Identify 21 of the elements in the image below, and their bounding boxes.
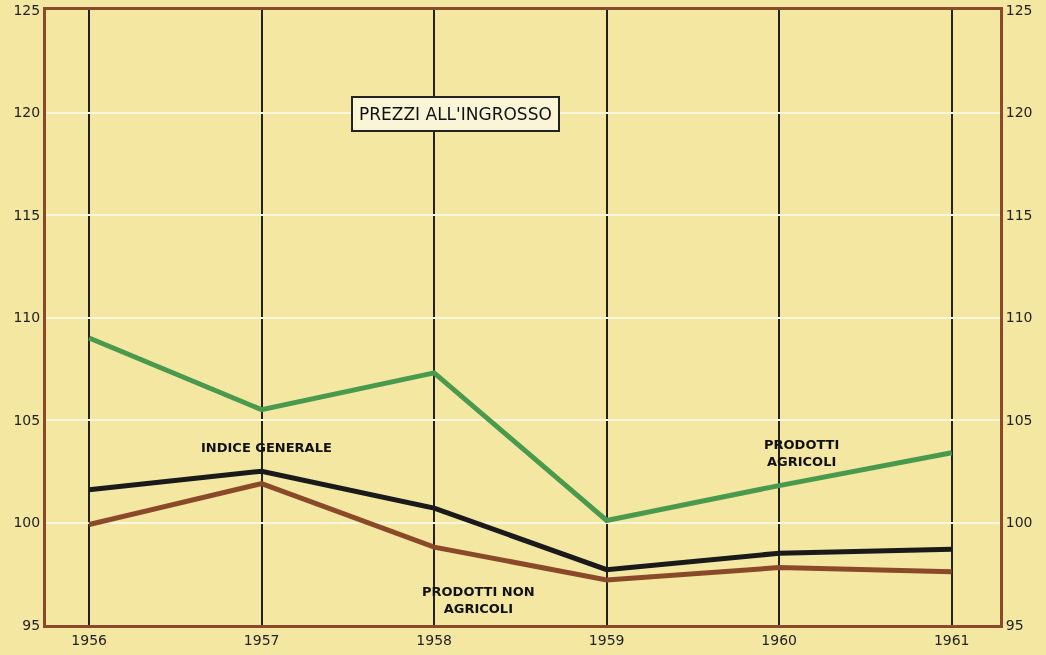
x-tick-label: 1959 — [588, 631, 625, 648]
x-tick-label: 1957 — [243, 631, 280, 648]
text: PREZZI ALL'INGROSSO — [359, 104, 552, 124]
y-tick-label: 110 — [13, 309, 41, 326]
y2-tick-label: 95 — [1005, 616, 1024, 633]
y2-tick-label: 110 — [1005, 309, 1033, 326]
x-tick-label: 1961 — [933, 631, 970, 648]
x-tick-label: 1960 — [761, 631, 797, 648]
y2-tick-label: 105 — [1005, 411, 1033, 428]
y2-tick-label: 100 — [1005, 514, 1033, 531]
y-tick-label: 105 — [13, 411, 41, 428]
y2-tick-label: 115 — [1005, 206, 1033, 223]
y-tick-label: 115 — [13, 206, 41, 223]
y2-tick-label: 120 — [1005, 104, 1033, 121]
y-tick-label: 120 — [13, 104, 41, 121]
x-tick-label: 1958 — [416, 631, 452, 648]
x-tick-label: 1956 — [71, 631, 108, 648]
y-tick-label: 95 — [22, 616, 41, 633]
y-tick-label: 125 — [13, 1, 41, 18]
y-tick-label: 100 — [13, 514, 41, 531]
y2-tick-label: 125 — [1005, 1, 1033, 18]
